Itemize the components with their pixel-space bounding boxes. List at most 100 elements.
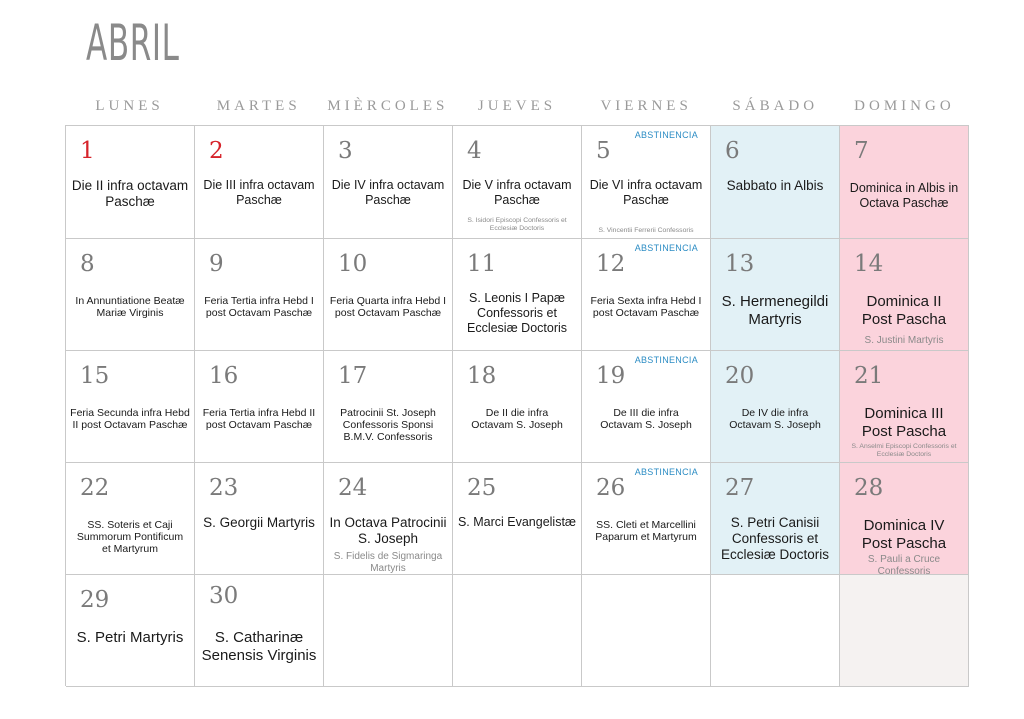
day-cell[interactable]: 20 De IV die infra Octavam S. Joseph: [711, 351, 840, 463]
feast-title: In Octava Patrocinii S. Joseph: [329, 515, 447, 546]
day-cell[interactable]: 4 Die V infra octavam Paschæ S. Isidori …: [453, 126, 582, 239]
day-cell[interactable]: 23 S. Georgii Martyris: [195, 463, 324, 575]
day-number: 15: [80, 363, 110, 389]
weekday-wednesday: MIÈRCOLES: [327, 98, 449, 114]
day-cell[interactable]: 16 Feria Tertia infra Hebd II post Octav…: [195, 351, 324, 463]
abstinence-badge: ABSTINENCIA: [634, 355, 698, 365]
feast-title: Die IV infra octavam Paschæ: [331, 178, 445, 207]
feast-title: Feria Quarta infra Hebd I post Octavam P…: [329, 295, 447, 319]
day-number: 12: [596, 251, 626, 277]
day-cell[interactable]: 25 S. Marci Evangelistæ: [453, 463, 582, 575]
day-cell[interactable]: 3 Die IV infra octavam Paschæ: [324, 126, 453, 239]
feast-title: Feria Secunda infra Hebd II post Octavam…: [70, 407, 190, 431]
empty-cell: [840, 575, 969, 687]
feast-title: Dominica IV Post Pascha: [861, 517, 947, 552]
day-cell[interactable]: 15 Feria Secunda infra Hebd II post Octa…: [66, 351, 195, 463]
day-cell[interactable]: ABSTINENCIA 19 De III die infra Octavam …: [582, 351, 711, 463]
day-cell[interactable]: ABSTINENCIA 26 SS. Cleti et Marcellini P…: [582, 463, 711, 575]
day-cell[interactable]: 8 In Annuntiatione Beatæ Mariæ Virginis: [66, 239, 195, 351]
day-number: 7: [854, 138, 869, 164]
day-cell[interactable]: 9 Feria Tertia infra Hebd I post Octavam…: [195, 239, 324, 351]
day-number: 13: [725, 251, 755, 277]
day-number: 10: [338, 251, 368, 277]
feast-title: S. Leonis I Papæ Confessoris et Ecclesiæ…: [466, 291, 568, 335]
day-number: 21: [854, 363, 884, 389]
day-cell[interactable]: 18 De II die infra Octavam S. Joseph: [453, 351, 582, 463]
calendar-grid: 1 Die II infra octavam Paschæ 2 Die III …: [65, 125, 969, 687]
day-number: 27: [725, 475, 755, 501]
day-cell[interactable]: ABSTINENCIA 12 Feria Sexta infra Hebd I …: [582, 239, 711, 351]
feast-title: Feria Tertia infra Hebd II post Octavam …: [202, 407, 316, 431]
day-number: 3: [338, 138, 353, 164]
day-cell[interactable]: 11 S. Leonis I Papæ Confessoris et Eccle…: [453, 239, 582, 351]
day-number: 22: [80, 475, 110, 501]
day-number: 17: [338, 363, 368, 389]
commemoration: S. Vincentii Ferrerii Confessoris: [598, 227, 694, 234]
day-cell[interactable]: 17 Patrocinii St. Joseph Confessoris Spo…: [324, 351, 453, 463]
day-number: 29: [80, 587, 110, 613]
weekday-saturday: SÁBADO: [732, 98, 819, 114]
feast-title: S. Hermenegildi Martyris: [721, 293, 829, 328]
feast-title: SS. Soteris et Caji Summorum Pontificum …: [76, 519, 184, 555]
day-cell[interactable]: 14 Dominica II Post Pascha S. Justini Ma…: [840, 239, 969, 351]
day-cell[interactable]: 1 Die II infra octavam Paschæ: [66, 126, 195, 239]
day-cell[interactable]: 10 Feria Quarta infra Hebd I post Octava…: [324, 239, 453, 351]
feast-title: Die VI infra octavam Paschæ: [589, 178, 703, 207]
empty-cell: [453, 575, 582, 687]
weekday-sunday: DOMINGO: [854, 98, 955, 114]
feast-title: De II die infra Octavam S. Joseph: [471, 407, 563, 431]
day-number: 5: [596, 138, 611, 164]
weekday-thursday: JUEVES: [477, 98, 557, 114]
abstinence-badge: ABSTINENCIA: [634, 467, 698, 477]
day-cell[interactable]: 13 S. Hermenegildi Martyris: [711, 239, 840, 351]
feast-title: S. Georgii Martyris: [203, 515, 315, 530]
feast-title: Dominica in Albis in Octava Paschæ: [849, 181, 959, 210]
day-cell[interactable]: 7 Dominica in Albis in Octava Paschæ: [840, 126, 969, 239]
abstinence-badge: ABSTINENCIA: [634, 130, 698, 140]
day-number: 26: [596, 475, 626, 501]
commemoration: S. Fidelis de Sigmaringa Martyris: [333, 551, 443, 574]
day-number: 20: [725, 363, 755, 389]
feast-title: Dominica II Post Pascha: [861, 293, 947, 328]
day-cell[interactable]: 29 S. Petri Martyris: [66, 575, 195, 687]
day-number: 2: [209, 138, 224, 164]
weekday-tuesday: MARTES: [216, 98, 301, 114]
feast-title: Feria Tertia infra Hebd I post Octavam P…: [204, 295, 314, 319]
day-number: 28: [854, 475, 884, 501]
day-number: 4: [467, 138, 482, 164]
day-cell[interactable]: 21 Dominica III Post Pascha S. Anselmi E…: [840, 351, 969, 463]
weekday-monday: LUNES: [95, 98, 164, 114]
day-cell[interactable]: 28 Dominica IV Post Pascha S. Pauli a Cr…: [840, 463, 969, 575]
day-cell[interactable]: ABSTINENCIA 5 Die VI infra octavam Pasch…: [582, 126, 711, 239]
feast-title: In Annuntiatione Beatæ Mariæ Virginis: [75, 295, 185, 319]
day-number: 11: [467, 251, 497, 277]
day-number: 8: [80, 251, 95, 277]
day-cell[interactable]: 6 Sabbato in Albis: [711, 126, 840, 239]
empty-cell: [582, 575, 711, 687]
feast-title: Dominica III Post Pascha: [861, 405, 947, 440]
day-cell[interactable]: 30 S. Catharinæ Senensis Virginis: [195, 575, 324, 687]
day-number: 6: [725, 138, 740, 164]
day-cell[interactable]: 27 S. Petri Canisii Confessoris et Eccle…: [711, 463, 840, 575]
commemoration: S. Anselmi Episcopi Confessoris et Eccle…: [851, 443, 957, 458]
commemoration: S. Pauli a Cruce Confessoris: [867, 554, 941, 575]
feast-title: S. Petri Canisii Confessoris et Ecclesiæ…: [720, 515, 830, 562]
day-number: 23: [209, 475, 239, 501]
commemoration: S. Justini Martyris: [864, 335, 944, 346]
day-cell[interactable]: 2 Die III infra octavam Paschæ: [195, 126, 324, 239]
day-number: 25: [467, 475, 497, 501]
day-number: 16: [209, 363, 239, 389]
day-cell[interactable]: 24 In Octava Patrocinii S. Joseph S. Fid…: [324, 463, 453, 575]
feast-title: Die III infra octavam Paschæ: [203, 178, 315, 207]
feast-title: S. Catharinæ Senensis Virginis: [201, 629, 317, 664]
day-number: 19: [596, 363, 626, 389]
feast-title: Sabbato in Albis: [726, 178, 824, 193]
day-cell[interactable]: 22 SS. Soteris et Caji Summorum Pontific…: [66, 463, 195, 575]
day-number: 14: [854, 251, 884, 277]
weekday-friday: VIERNES: [600, 98, 692, 114]
commemoration: S. Isidori Episcopi Confessoris et Eccle…: [467, 217, 567, 232]
day-number: 18: [467, 363, 497, 389]
feast-title: Die V infra octavam Paschæ: [462, 178, 572, 207]
empty-cell: [324, 575, 453, 687]
feast-title: S. Marci Evangelistæ: [457, 515, 577, 529]
